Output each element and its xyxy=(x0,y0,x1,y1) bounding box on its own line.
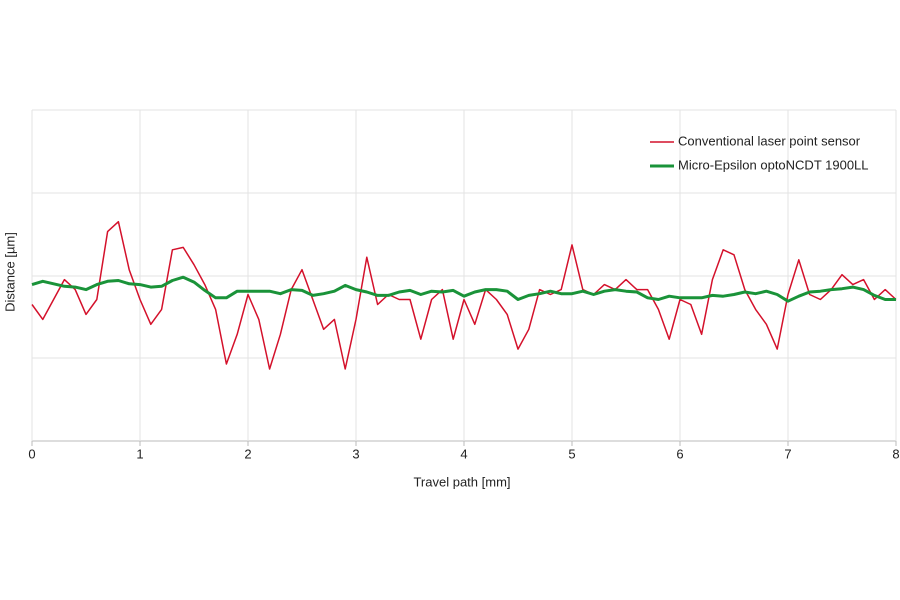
x-tick-label: 8 xyxy=(892,446,899,461)
x-tick-label: 4 xyxy=(460,446,467,461)
x-tick-label: 5 xyxy=(568,446,575,461)
series-line xyxy=(31,220,897,370)
y-axis-label: Distance [µm] xyxy=(2,232,17,312)
x-tick-label: 0 xyxy=(28,446,35,461)
x-tick-label: 7 xyxy=(784,446,791,461)
x-axis-label: Travel path [mm] xyxy=(413,474,510,489)
series-line xyxy=(31,275,896,303)
x-tick-label: 6 xyxy=(676,446,683,461)
legend-label: Micro-Epsilon optoNCDT 1900LL xyxy=(678,157,869,172)
legend-label: Conventional laser point sensor xyxy=(678,133,861,148)
x-tick-label: 2 xyxy=(244,446,251,461)
x-tick-label: 1 xyxy=(136,446,143,461)
x-tick-label: 3 xyxy=(352,446,359,461)
